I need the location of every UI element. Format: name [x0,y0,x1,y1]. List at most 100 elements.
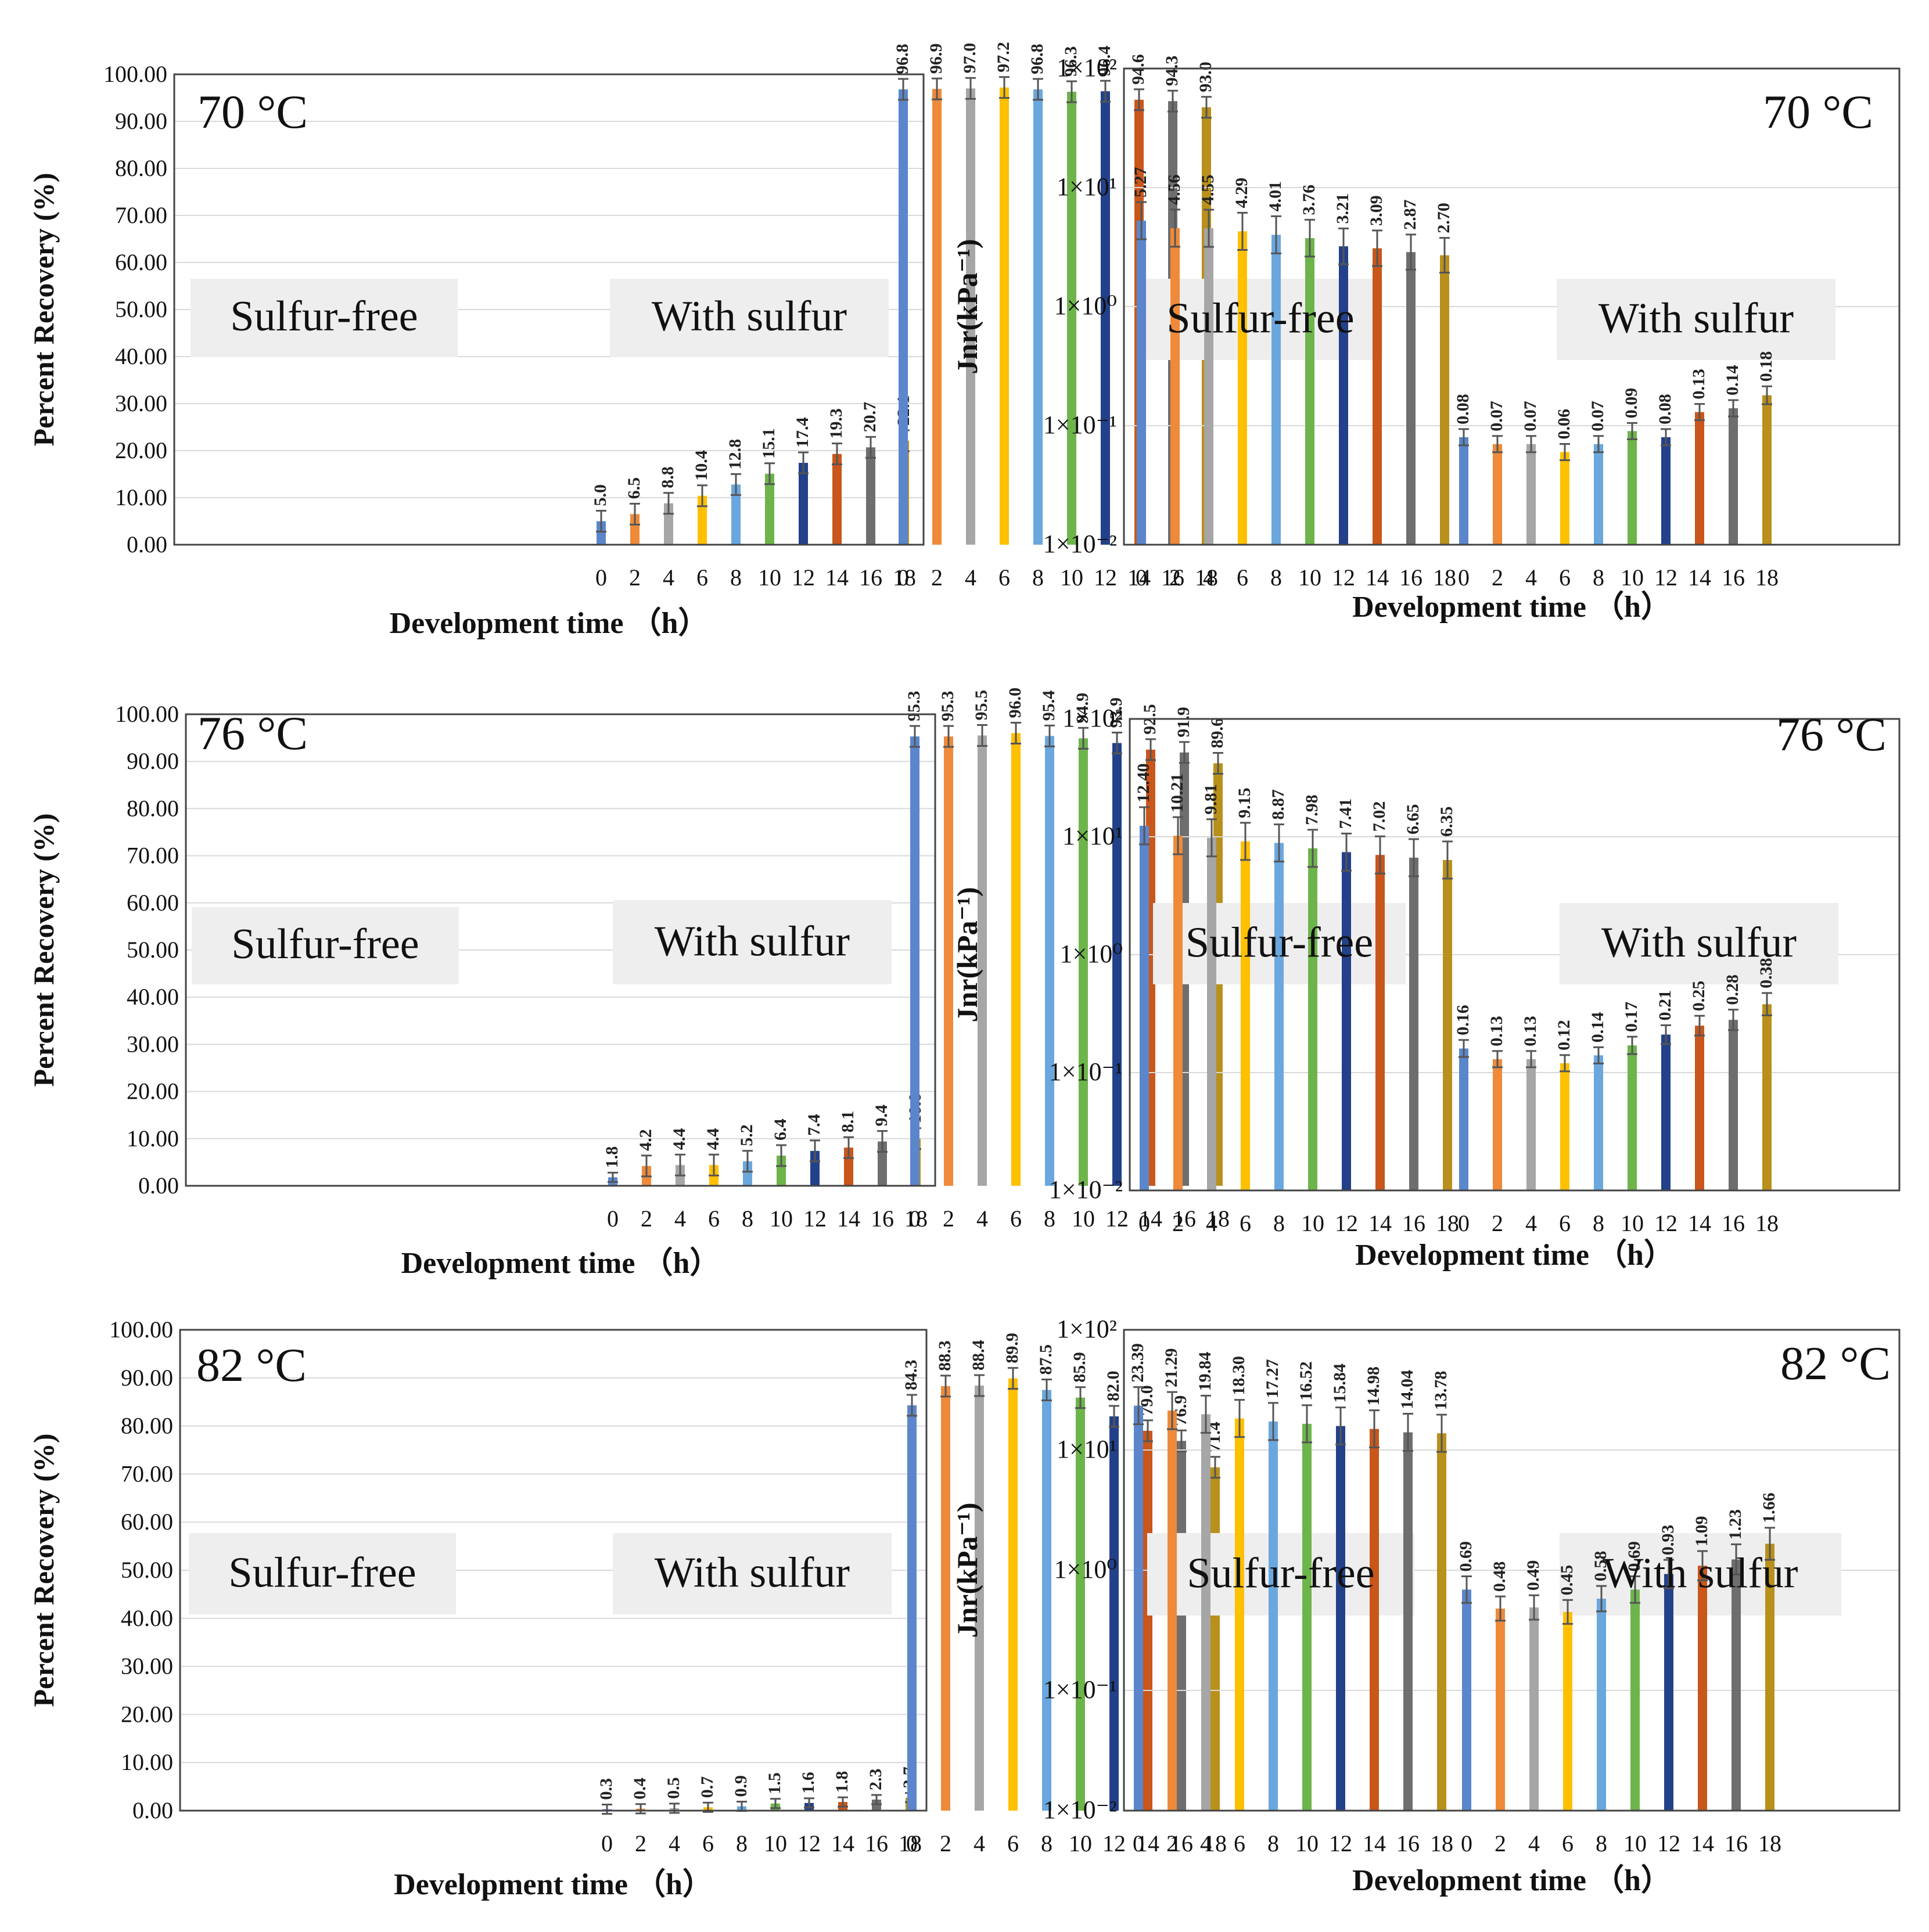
data-label: 95.4 [1039,690,1058,721]
x-tick-label: 16 [1170,1830,1193,1857]
data-label: 89.6 [1208,718,1227,749]
y-tick-label: 1×10⁻² [1043,1796,1117,1824]
chart-panel-2: 5.27 0 4.56 2 4.55 4 4.29 6 4.01 8 3.76 10 3.21 12 3.0… [951,53,1901,624]
data-label: 97.2 [994,42,1013,73]
data-label: 0.08 [1453,394,1472,424]
data-label: 0.21 [1655,990,1675,1021]
data-label: 19.84 [1195,1352,1215,1391]
data-label: 85.9 [1070,1352,1089,1383]
data-label: 14.04 [1398,1370,1417,1409]
bar [1143,1430,1152,1811]
x-tick-label: 0 [909,1206,921,1232]
data-label: 4.29 [1232,178,1251,208]
bar [731,484,741,545]
data-label: 96.3 [1061,46,1080,77]
data-label: 88.3 [935,1340,954,1371]
bar [1630,1589,1640,1811]
data-label: 1.23 [1726,1509,1745,1540]
bar [1496,1608,1505,1811]
data-label: 0.25 [1689,981,1708,1012]
bar [1373,248,1382,545]
y-tick-label: 70.00 [127,843,179,869]
y-tick-label: 50.00 [127,937,179,963]
data-label: 87.5 [1036,1344,1055,1375]
bar [899,89,908,545]
x-tick-label: 6 [1007,1830,1019,1857]
x-tick-label: 10 [764,1830,787,1857]
x-tick-label: 0 [607,1206,619,1232]
x-tick-label: 10 [1298,564,1321,591]
y-tick-label: 1×10² [1062,704,1123,732]
data-label: 7.98 [1302,794,1321,825]
data-label: 23.39 [1128,1343,1147,1383]
x-tick-label: 14 [1366,564,1389,591]
x-axis-label: Development time （h） [1352,1863,1671,1897]
x-tick-label: 2 [1172,1210,1184,1236]
x-tick-label: 2 [635,1830,646,1857]
y-tick-label: 30.00 [115,390,167,416]
x-tick-label: 6 [1237,564,1248,591]
temperature-label: 70 °C [1763,85,1873,138]
bar [1695,412,1704,545]
y-tick-label: 90.00 [115,108,167,134]
y-tick-label: 80.00 [127,795,179,821]
y-tick-label: 60.00 [115,249,167,275]
data-label: 5.27 [1131,167,1150,198]
x-tick-label: 14 [1136,1830,1159,1857]
bar [597,521,606,545]
chart-panel-3: 1.8 0 4.2 2 4.4 4 4.4 6 5.2 8 6.4 10 7.4 12 8.1 14 9.4 16… [27,688,1230,1280]
bar [1271,235,1281,545]
bar [1443,860,1452,1190]
bar [910,736,919,1186]
group-label: Sulfur-free [228,1549,416,1596]
bar [1134,1405,1143,1811]
x-tick-label: 10 [1069,1830,1092,1857]
bar [1493,444,1502,545]
group-label-box [191,279,458,357]
x-tick-label: 2 [1492,1210,1503,1236]
x-tick-label: 14 [1688,1210,1711,1236]
data-label: 10.4 [692,450,711,481]
bar [1664,1574,1673,1811]
data-label: 4.01 [1266,181,1285,212]
bar [1409,857,1418,1190]
bar [1241,841,1250,1190]
data-label: 0.7 [698,1776,717,1798]
data-label: 4.4 [703,1128,723,1150]
data-label: 0.48 [1490,1562,1509,1592]
y-tick-label: 10.00 [127,1125,179,1152]
bar [810,1150,820,1186]
data-label: 4.55 [1198,175,1217,206]
data-label: 0.58 [1591,1551,1610,1582]
temperature-label: 76 °C [1776,708,1887,761]
data-label: 21.29 [1162,1348,1181,1388]
data-label: 4.4 [670,1128,689,1150]
bar [1597,1598,1606,1811]
bar [1661,437,1671,545]
y-tick-label: 50.00 [121,1557,173,1583]
x-tick-label: 16 [871,1206,894,1232]
data-label: 94.9 [1073,693,1092,724]
x-tick-label: 8 [1267,1830,1279,1857]
x-tick-label: 12 [1094,564,1117,591]
data-label: 8.8 [658,466,677,488]
x-tick-label: 18 [1436,1210,1459,1236]
x-tick-label: 18 [904,1206,928,1232]
data-label: 1.09 [1692,1516,1711,1546]
x-tick-label: 4 [976,1206,988,1232]
data-label: 9.15 [1235,787,1254,818]
group-label: Sulfur-free [230,293,418,340]
bar [1137,221,1146,545]
y-tick-label: 0.00 [138,1172,179,1199]
bar [1336,1426,1345,1811]
plot-frame [1129,718,1901,1192]
bar [1729,408,1738,545]
bar [1342,852,1351,1190]
x-tick-label: 2 [629,564,641,591]
data-label: 6.35 [1437,807,1456,837]
x-tick-label: 16 [1396,1830,1420,1857]
y-tick-label: 0.00 [132,1797,173,1823]
x-tick-label: 2 [1169,564,1181,591]
bar [799,463,808,545]
x-tick-label: 2 [1495,1830,1506,1857]
